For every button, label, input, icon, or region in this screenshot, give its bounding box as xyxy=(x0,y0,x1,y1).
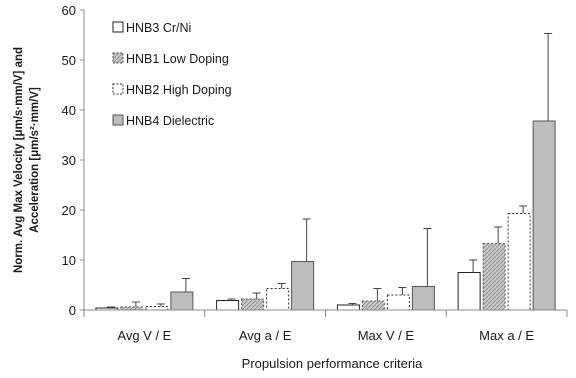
y-axis: 0 10 20 30 40 50 60 xyxy=(62,3,85,318)
y-tick-label: 60 xyxy=(62,3,76,18)
y-tick-label: 50 xyxy=(62,53,76,68)
x-tick-label: Avg a / E xyxy=(239,328,292,343)
bar xyxy=(170,291,194,311)
bar xyxy=(336,304,360,311)
y-tick-label: 10 xyxy=(62,253,76,268)
x-axis-title: Propulsion performance criteria xyxy=(242,356,423,371)
y-tick-label: 20 xyxy=(62,203,76,218)
bar xyxy=(507,213,531,311)
legend-swatch xyxy=(112,52,124,64)
x-tick-label: Avg V / E xyxy=(117,328,171,343)
x-axis: Avg V / E Avg a / E Max V / E Max a / E xyxy=(83,309,568,343)
bar xyxy=(241,298,265,311)
bar xyxy=(532,120,556,311)
legend-label: HNB2 High Doping xyxy=(126,83,232,97)
bar xyxy=(216,300,240,311)
bar xyxy=(386,294,410,311)
bar xyxy=(482,243,506,311)
y-tick-label: 0 xyxy=(69,303,76,318)
bar xyxy=(291,261,315,311)
x-tick-label: Max V / E xyxy=(358,328,415,343)
bar xyxy=(361,300,385,311)
bar xyxy=(266,288,290,311)
legend-label: HNB4 Dielectric xyxy=(126,114,214,128)
legend: HNB3 Cr/Ni HNB1 Low Doping HNB2 High Dopin… xyxy=(112,21,232,128)
legend-swatch xyxy=(112,83,124,95)
legend-swatch xyxy=(112,21,124,33)
y-axis-title-line: Acceleration [μm/s²·mm/V] xyxy=(29,87,41,233)
x-tick-label: Max a / E xyxy=(479,328,534,343)
legend-swatch xyxy=(112,114,124,126)
legend-label: HNB1 Low Doping xyxy=(126,52,229,66)
legend-label: HNB3 Cr/Ni xyxy=(126,21,191,35)
bar xyxy=(145,306,169,311)
bar xyxy=(457,272,481,311)
bar xyxy=(411,286,435,311)
y-tick-label: 40 xyxy=(62,103,76,118)
y-axis-label: Norm. Avg Max Velocity [μm/s·mm/V] and Ac… xyxy=(13,47,41,273)
y-tick-label: 30 xyxy=(62,153,76,168)
bars xyxy=(95,33,556,311)
y-axis-title-line: Norm. Avg Max Velocity [μm/s·mm/V] and xyxy=(13,47,25,273)
